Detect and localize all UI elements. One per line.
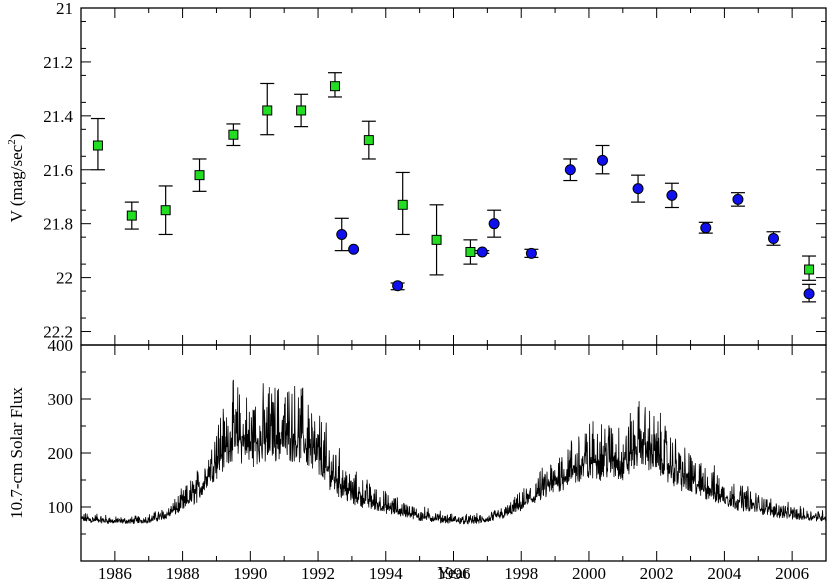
square-point bbox=[126, 210, 137, 221]
circle-point bbox=[732, 193, 744, 205]
circle-point bbox=[632, 183, 644, 195]
bottom-y-axis-title: 10.7-cm Solar Flux bbox=[7, 387, 26, 519]
bottom-x-ticks: 1986 1988 1990 1992 1994 1996 1998 2000 2002 2004… bbox=[80, 345, 827, 581]
x-tick-label: 2004 bbox=[707, 564, 742, 581]
square-point bbox=[194, 170, 205, 181]
y-tick-label: 100 bbox=[48, 498, 74, 517]
square-point bbox=[92, 140, 103, 151]
square-point bbox=[431, 234, 442, 245]
circle-point bbox=[525, 247, 537, 259]
y-tick-label: 21.4 bbox=[43, 107, 73, 126]
y-tick-label: 21.2 bbox=[43, 53, 73, 72]
square-point bbox=[804, 264, 815, 275]
y-tick-label: 21 bbox=[56, 0, 73, 18]
top-y-axis-title: V (mag/sec2) bbox=[6, 134, 26, 223]
square-point bbox=[363, 135, 374, 146]
y-tick-label: 22.2 bbox=[43, 323, 73, 342]
x-tick-label: 1998 bbox=[504, 564, 538, 581]
square-point bbox=[329, 81, 340, 92]
circle-point bbox=[803, 288, 815, 300]
square-point bbox=[465, 246, 476, 257]
x-tick-label: 1986 bbox=[98, 564, 132, 581]
bottom-panel: 100 200 300 400 1986 1988 1990 1992 1994 1996 199… bbox=[7, 336, 827, 581]
x-tick-label: 1992 bbox=[301, 564, 335, 581]
x-tick-label: 2006 bbox=[775, 564, 809, 581]
y-tick-label: 300 bbox=[48, 390, 74, 409]
y-tick-label: 400 bbox=[48, 336, 74, 355]
circle-point bbox=[336, 228, 348, 240]
top-y-ticks: 21 21.2 21.4 21.6 21.8 22 22.2 bbox=[43, 0, 826, 342]
x-tick-label: 2002 bbox=[640, 564, 674, 581]
circle-point bbox=[392, 280, 404, 292]
x-tick-label: 1994 bbox=[369, 564, 404, 581]
circle-point bbox=[768, 233, 780, 245]
square-point bbox=[228, 129, 239, 140]
x-tick-label: 1988 bbox=[166, 564, 200, 581]
circle-point bbox=[597, 154, 608, 166]
y-tick-label: 21.6 bbox=[43, 161, 73, 180]
circle-point bbox=[348, 243, 360, 255]
circle-point bbox=[476, 246, 488, 258]
y-tick-label: 22 bbox=[56, 269, 73, 288]
square-point bbox=[296, 105, 307, 116]
top-panel: 21 21.2 21.4 21.6 21.8 22 22.2 V (mag/sec2) bbox=[6, 0, 827, 346]
top-data-marks bbox=[90, 72, 817, 303]
y-tick-label: 200 bbox=[48, 444, 74, 463]
square-point bbox=[262, 105, 273, 116]
x-tick-label: 2000 bbox=[572, 564, 606, 581]
solar-flux-line bbox=[80, 379, 827, 525]
circle-point bbox=[488, 218, 500, 230]
circle-point bbox=[666, 189, 678, 201]
bottom-y-ticks: 100 200 300 400 bbox=[48, 336, 826, 535]
bottom-plot-frame bbox=[80, 344, 827, 562]
top-plot-frame bbox=[80, 7, 827, 346]
y-tick-label: 21.8 bbox=[43, 215, 73, 234]
square-point bbox=[397, 199, 408, 210]
x-tick-label: 1996 bbox=[437, 564, 471, 581]
circle-point bbox=[564, 164, 576, 176]
top-x-ticks bbox=[80, 8, 827, 345]
x-tick-label: 1990 bbox=[233, 564, 267, 581]
square-point bbox=[160, 205, 171, 216]
circle-point bbox=[700, 222, 712, 234]
x-axis-title: Year bbox=[437, 563, 469, 581]
